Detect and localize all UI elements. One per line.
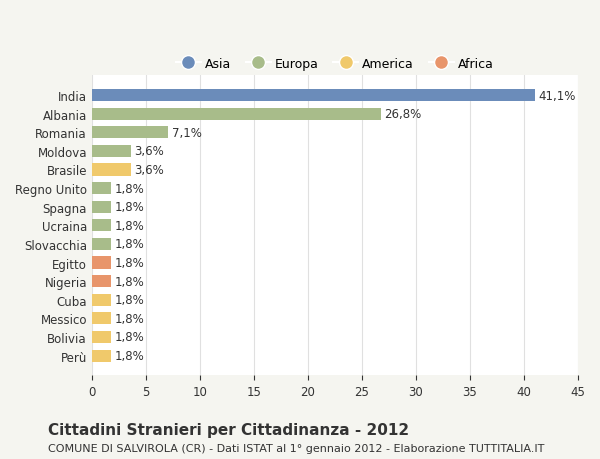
Text: 41,1%: 41,1%	[539, 90, 576, 102]
Text: 1,8%: 1,8%	[115, 349, 144, 362]
Text: 26,8%: 26,8%	[385, 108, 422, 121]
Bar	[92, 183, 111, 195]
Bar	[92, 257, 111, 269]
Bar	[92, 90, 535, 102]
Bar	[92, 313, 111, 325]
Legend: Asia, Europa, America, Africa: Asia, Europa, America, Africa	[171, 52, 499, 75]
Text: 1,8%: 1,8%	[115, 219, 144, 232]
Text: 3,6%: 3,6%	[134, 145, 164, 158]
Text: 3,6%: 3,6%	[134, 164, 164, 177]
Text: 1,8%: 1,8%	[115, 275, 144, 288]
Text: 1,8%: 1,8%	[115, 294, 144, 307]
Text: 1,8%: 1,8%	[115, 312, 144, 325]
Bar	[92, 331, 111, 343]
Bar	[92, 350, 111, 362]
Text: Cittadini Stranieri per Cittadinanza - 2012: Cittadini Stranieri per Cittadinanza - 2…	[48, 422, 409, 437]
Bar	[92, 164, 131, 176]
Text: 7,1%: 7,1%	[172, 127, 202, 140]
Bar	[92, 108, 381, 120]
Bar	[92, 220, 111, 232]
Bar	[92, 294, 111, 306]
Bar	[92, 146, 131, 157]
Bar	[92, 127, 169, 139]
Bar	[92, 238, 111, 251]
Text: COMUNE DI SALVIROLA (CR) - Dati ISTAT al 1° gennaio 2012 - Elaborazione TUTTITAL: COMUNE DI SALVIROLA (CR) - Dati ISTAT al…	[48, 443, 544, 453]
Text: 1,8%: 1,8%	[115, 257, 144, 269]
Bar	[92, 201, 111, 213]
Text: 1,8%: 1,8%	[115, 331, 144, 344]
Text: 1,8%: 1,8%	[115, 201, 144, 214]
Bar	[92, 275, 111, 288]
Text: 1,8%: 1,8%	[115, 238, 144, 251]
Text: 1,8%: 1,8%	[115, 182, 144, 195]
